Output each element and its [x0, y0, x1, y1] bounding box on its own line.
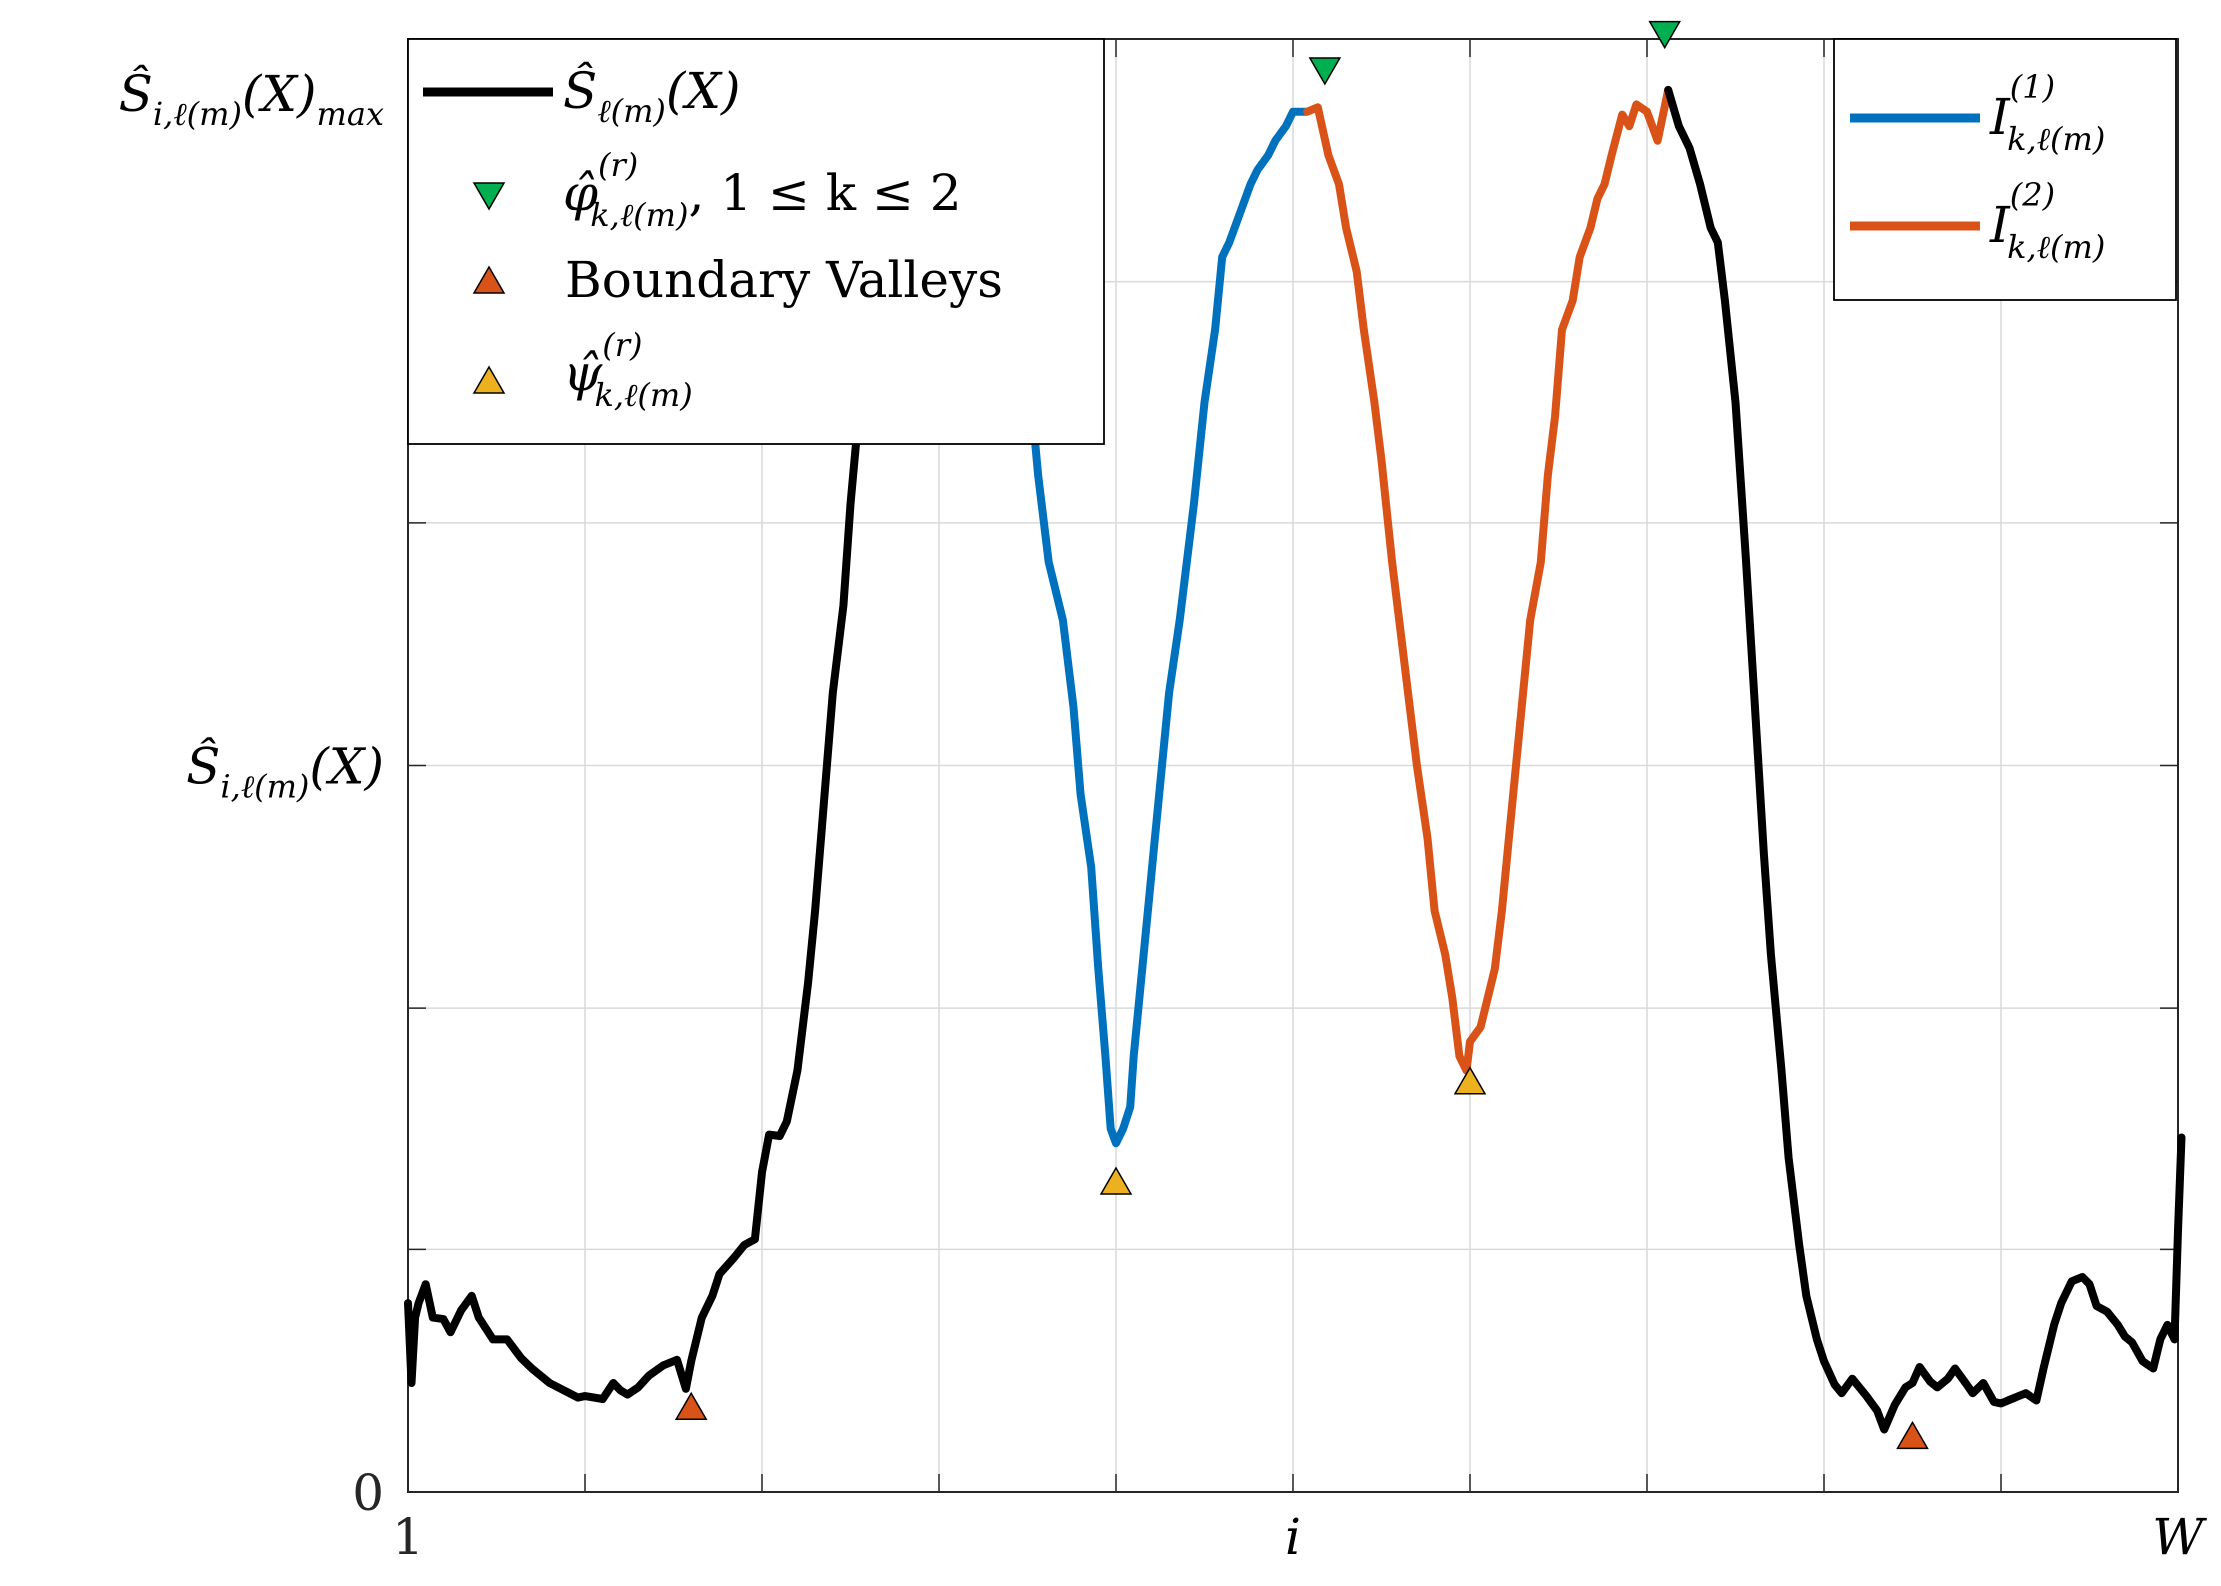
svg-text:I(1)k,ℓ(m): I(1) k,ℓ(m) — [1989, 68, 2105, 158]
marker-boundary-valleys-1 — [1896, 1420, 1929, 1450]
legend-label-psi-sub: k,ℓ(m) — [594, 376, 692, 414]
svg-text:Ŝℓ(m)(X): Ŝℓ(m)(X) — [563, 61, 741, 130]
y-tick-label-mid: Ŝi,ℓ(m)(X) — [186, 737, 384, 806]
legend-left: Ŝℓ(m)(X) φ̂(r) k,ℓ(m), 1 ≤ k ≤ 2 Boundary… — [407, 38, 1105, 445]
legend-label-boundary: Boundary Valleys — [565, 251, 1003, 309]
legend-label-phi-sup: (r) — [598, 146, 638, 184]
legend-label-phi-sub: k,ℓ(m) — [590, 196, 688, 234]
svg-text:ψ̂(r)k,ℓ(m): ψ̂(r) k,ℓ(m) — [563, 326, 693, 414]
marker-phi-1 — [1308, 57, 1342, 86]
series-line-I2 — [1303, 85, 1673, 1075]
legend-right-entry-i1: I(1) k,ℓ(m) — [1850, 68, 2105, 158]
legend-label-i1-sup: (1) — [2010, 68, 2055, 106]
legend-label-phi-tail: , 1 ≤ k ≤ 2 — [688, 164, 961, 222]
legend-label-psi: ψ̂ — [563, 344, 603, 402]
legend-label-i2: I — [1989, 196, 2011, 254]
svg-text:φ̂(r)k,ℓ(m), 1 ≤ k ≤ 2: φ̂(r) k,ℓ(m), 1 ≤ k ≤ 2 — [563, 146, 962, 234]
legend-label-signal-tail: (X) — [666, 62, 741, 120]
legend-right-entry-i2: I(2) k,ℓ(m) — [1850, 176, 2105, 266]
legend-left-box — [407, 38, 1105, 445]
legend-label-i2-sub: k,ℓ(m) — [2007, 228, 2105, 266]
marker-phi-2 — [1648, 20, 1681, 50]
series-line-right — [1664, 85, 2186, 1434]
legend-left-entry-phi: φ̂(r) k,ℓ(m), 1 ≤ k ≤ 2 — [472, 146, 962, 234]
legend-right: I(1) k,ℓ(m) I(2) k,ℓ(m) — [1833, 38, 2177, 301]
x-tick-label-0: 1 — [392, 1508, 424, 1566]
series-line-left — [404, 165, 947, 1403]
marker-psi-0 — [1099, 1166, 1133, 1195]
x-tick-label-2: W — [2152, 1508, 2207, 1566]
y-tick-label-max: Ŝi,ℓ(m)(X)max — [119, 64, 384, 133]
legend-right-box — [1833, 38, 2177, 301]
legend-label-i1-sub: k,ℓ(m) — [2007, 120, 2105, 158]
y-tick-label-zero: 0 — [352, 1464, 384, 1522]
legend-label-signal: Ŝ — [563, 61, 597, 120]
legend-marker-psi — [472, 365, 506, 394]
legend-label-i2-sup: (2) — [2010, 176, 2055, 214]
legend-marker-phi — [472, 182, 506, 211]
legend-left-entry-psi: ψ̂(r) k,ℓ(m) — [472, 326, 693, 414]
tick-labels: 1 i W 0 Ŝi,ℓ(m)(X) Ŝi,ℓ(m)(X)max — [119, 64, 2208, 1566]
legend-label-phi: φ̂ — [563, 164, 598, 222]
legend-left-entry-signal: Ŝℓ(m)(X) — [423, 61, 741, 130]
x-tick-label-1: i — [1285, 1508, 1301, 1566]
svg-text:I(2)k,ℓ(m): I(2) k,ℓ(m) — [1989, 176, 2105, 266]
legend-label-i1: I — [1989, 88, 2011, 146]
legend-left-entry-boundary: Boundary Valleys — [472, 251, 1003, 309]
legend-label-signal-sub: ℓ(m) — [597, 92, 666, 130]
marker-boundary-valleys-0 — [674, 1391, 708, 1421]
marker-psi-1 — [1453, 1066, 1487, 1095]
plot-frame — [407, 38, 2179, 1493]
legend-marker-boundary — [472, 265, 506, 294]
legend-label-psi-sup: (r) — [602, 326, 642, 364]
